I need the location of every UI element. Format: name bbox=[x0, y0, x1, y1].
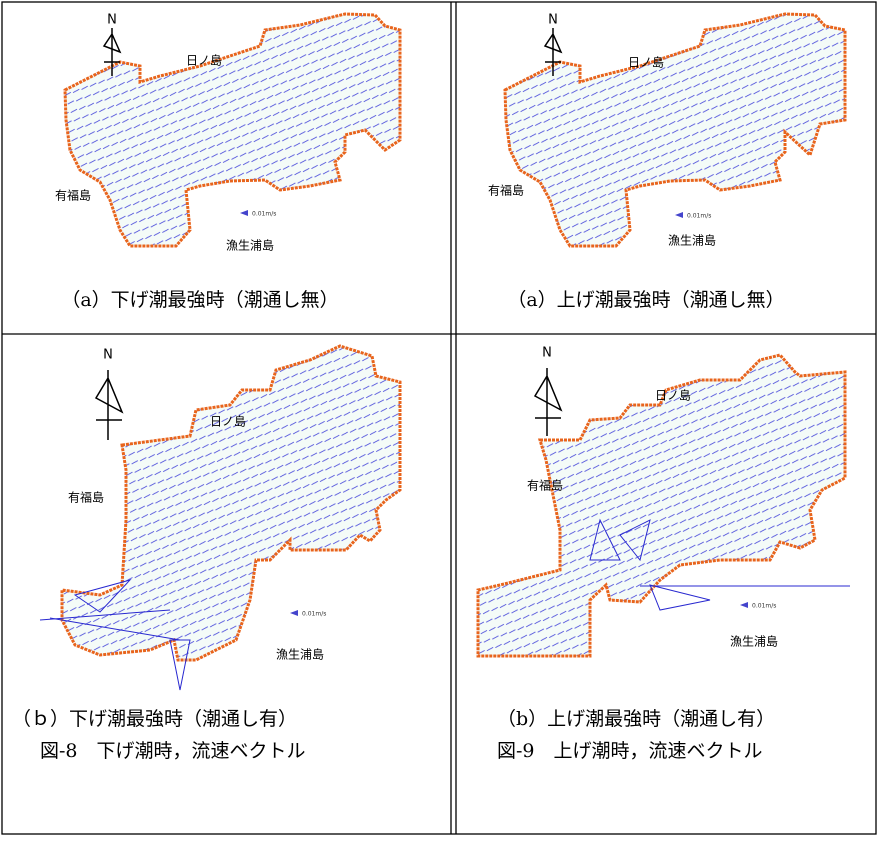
scale-label: 0.01m/s bbox=[252, 211, 276, 218]
north-label: N bbox=[542, 346, 552, 361]
island-label: 有福島 bbox=[488, 183, 524, 198]
island-label: 漁生浦島 bbox=[668, 233, 716, 248]
north-label: N bbox=[548, 13, 558, 28]
island-label: 日ノ島 bbox=[186, 53, 222, 68]
map-coastline bbox=[65, 14, 400, 246]
panel-caption: （a）下げ潮最強時（潮通し無） bbox=[61, 289, 338, 311]
island-label: 漁生浦島 bbox=[276, 647, 324, 662]
panel-caption: （b）上げ潮最強時（潮通し有） bbox=[497, 708, 775, 730]
island-label: 有福島 bbox=[68, 490, 104, 505]
island-label: 日ノ島 bbox=[210, 414, 246, 429]
island-label: 有福島 bbox=[55, 188, 91, 203]
north-label: N bbox=[107, 13, 117, 28]
island-label: 有福島 bbox=[527, 478, 563, 493]
figure-caption: 図-9 上げ潮時，流速ベクトル bbox=[497, 740, 763, 762]
north-label: N bbox=[103, 348, 113, 363]
island-label: 日ノ島 bbox=[628, 55, 664, 70]
panel-caption: （a）上げ潮最強時（潮通し無） bbox=[507, 289, 784, 311]
scale-label: 0.01m/s bbox=[687, 213, 711, 220]
map-coastline bbox=[505, 14, 845, 246]
island-label: 漁生浦島 bbox=[226, 238, 274, 253]
figure-caption: 図-8 下げ潮時，流速ベクトル bbox=[40, 740, 306, 762]
vector-arrow bbox=[650, 585, 710, 610]
island-label: 漁生浦島 bbox=[730, 634, 778, 649]
map-coastline bbox=[62, 346, 400, 660]
page: {"columns": [ {"panels": [ {"north": "N"… bbox=[0, 0, 881, 837]
scale-label: 0.01m/s bbox=[752, 603, 776, 610]
island-label: 日ノ島 bbox=[655, 388, 691, 403]
figure-sheet: N 日ノ島 有福島 漁生浦島 0.01m/s （a）下げ潮最強時（潮通し無） N… bbox=[0, 0, 881, 837]
scale-label: 0.01m/s bbox=[302, 611, 326, 618]
panel-caption: （ｂ）下げ潮最強時（潮通し有） bbox=[12, 708, 297, 730]
